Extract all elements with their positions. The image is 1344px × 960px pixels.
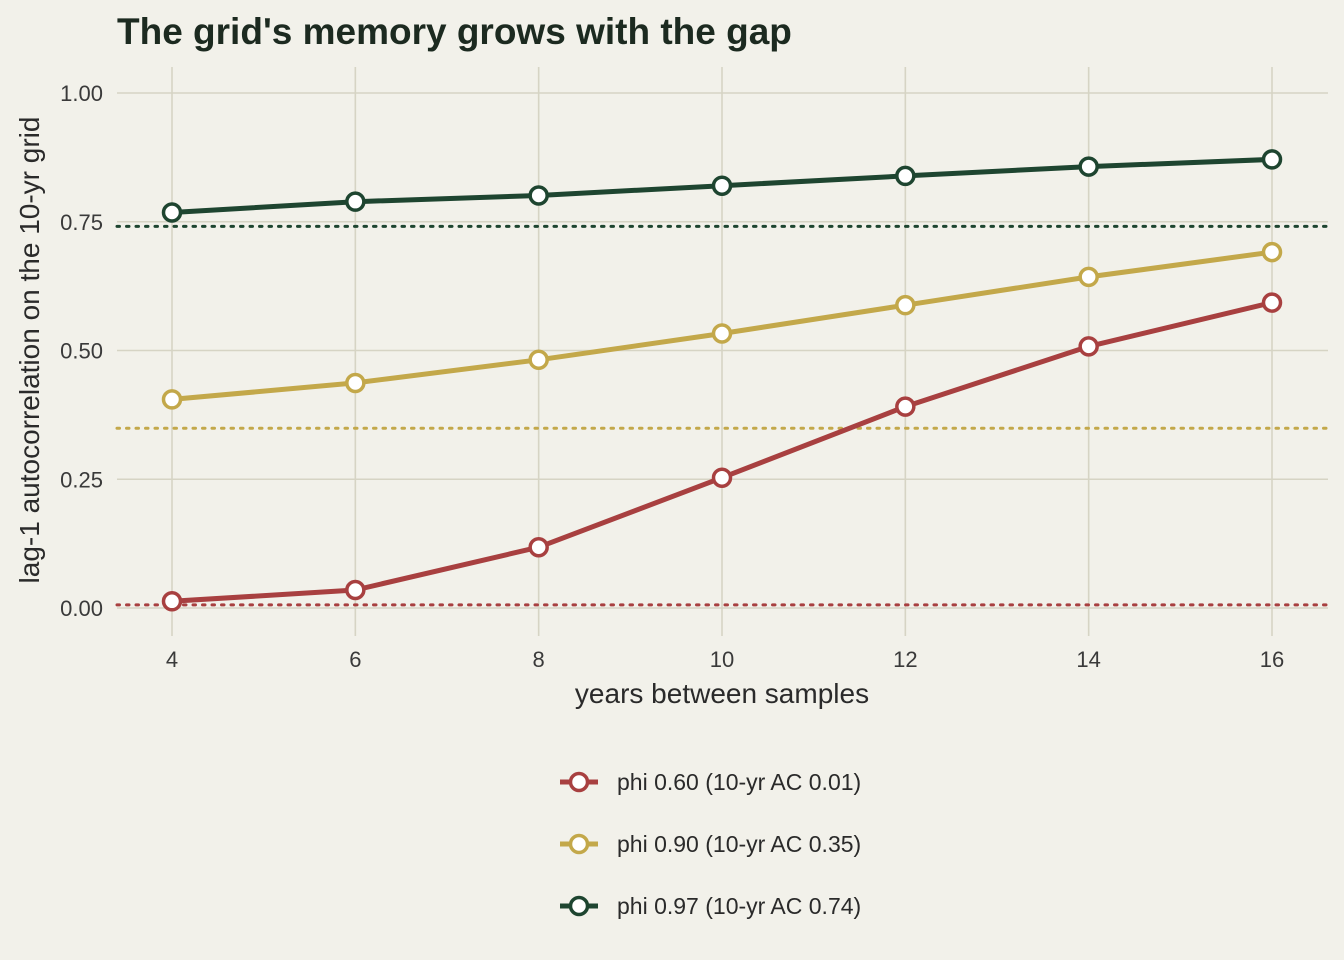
y-tick-label: 0.75 — [60, 210, 103, 235]
series-layer — [161, 149, 1283, 612]
x-tick-label: 4 — [166, 647, 178, 672]
data-point — [345, 191, 366, 212]
legend: phi 0.60 (10-yr AC 0.01) phi 0.90 (10-yr … — [560, 769, 861, 919]
data-point — [1261, 241, 1283, 263]
data-point — [711, 175, 733, 196]
reference-lines — [115, 224, 1330, 607]
data-point — [1078, 336, 1099, 357]
legend-point-swatch — [568, 833, 590, 855]
y-tick-label: 1.00 — [60, 81, 103, 106]
x-tick-label: 6 — [349, 647, 361, 672]
legend-label: phi 0.60 (10-yr AC 0.01) — [617, 769, 861, 795]
legend-point-swatch — [568, 895, 590, 917]
legend-item: phi 0.90 (10-yr AC 0.35) — [560, 831, 861, 857]
data-point — [895, 396, 916, 417]
data-point — [1078, 266, 1099, 288]
y-axis-title: lag-1 autocorrelation on the 10-yr grid — [14, 117, 45, 584]
x-tick-label: 10 — [710, 647, 734, 672]
grid — [117, 67, 1328, 636]
data-point — [528, 536, 549, 558]
data-point — [1261, 292, 1283, 313]
y-tick-label: 0.50 — [60, 339, 103, 364]
legend-point-swatch — [568, 771, 590, 793]
data-point — [528, 185, 549, 206]
data-point — [161, 202, 183, 223]
tick-labels: 0.00 0.25 0.50 0.75 1.00 4 6 8 10 12 14 16 — [60, 81, 1284, 672]
x-tick-label: 12 — [893, 647, 917, 672]
data-point — [161, 389, 183, 410]
data-point — [895, 165, 916, 187]
legend-item: phi 0.60 (10-yr AC 0.01) — [560, 769, 861, 795]
x-tick-label: 16 — [1260, 647, 1284, 672]
series — [161, 292, 1283, 612]
data-point — [1078, 156, 1099, 177]
data-point — [895, 294, 916, 316]
y-tick-label: 0.25 — [60, 467, 103, 492]
series — [161, 149, 1283, 223]
data-point — [711, 467, 733, 488]
chart-title: The grid's memory grows with the gap — [117, 11, 792, 52]
series — [161, 241, 1283, 410]
y-tick-label: 0.00 — [60, 596, 103, 621]
x-tick-label: 8 — [533, 647, 545, 672]
data-point — [1261, 149, 1283, 170]
data-point — [161, 591, 183, 612]
legend-label: phi 0.97 (10-yr AC 0.74) — [617, 893, 861, 919]
legend-label: phi 0.90 (10-yr AC 0.35) — [617, 831, 861, 857]
x-tick-label: 14 — [1076, 647, 1100, 672]
legend-item: phi 0.97 (10-yr AC 0.74) — [560, 893, 861, 919]
data-point — [528, 349, 549, 371]
data-point — [345, 579, 366, 601]
x-axis-title: years between samples — [575, 678, 869, 709]
data-point — [345, 372, 366, 394]
data-point — [711, 323, 733, 344]
